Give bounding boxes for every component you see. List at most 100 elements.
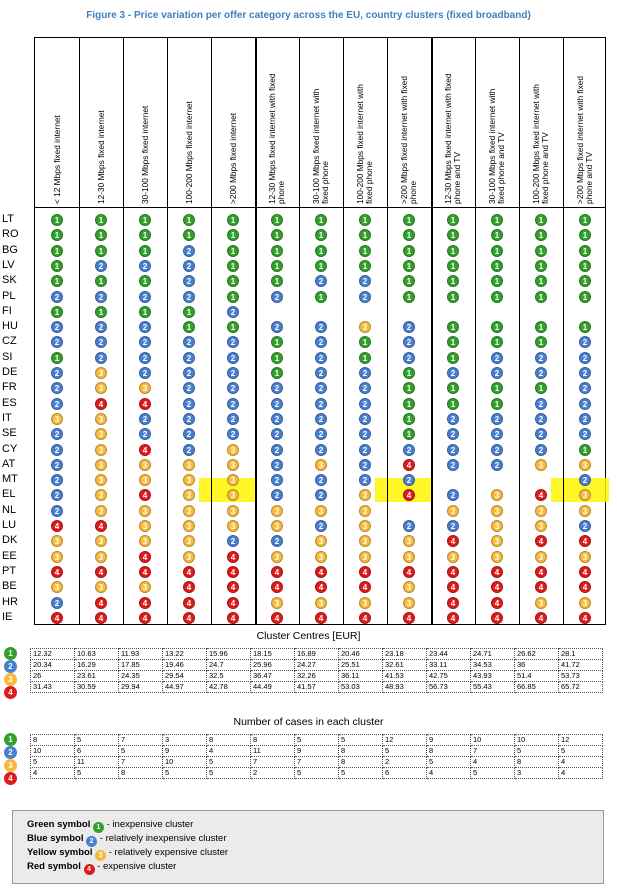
legend-symbol-label: Yellow symbol: [27, 847, 96, 858]
column-header-text: >200 Mbps fixed internet: [227, 112, 238, 204]
cluster-dot: 1: [227, 290, 239, 303]
column-header: >200 Mbps fixed internet: [211, 38, 255, 206]
cluster-dot: 3: [535, 504, 547, 517]
column-header-text: phone and TV: [584, 152, 594, 204]
table-cell: 5: [206, 767, 251, 779]
cluster-dot: 3: [359, 520, 371, 532]
cluster-dot: 2: [403, 443, 415, 456]
cluster-dot: 2: [95, 259, 107, 272]
cluster-dot: 2: [183, 336, 195, 349]
cluster-dot: 3: [183, 550, 195, 563]
cluster-dot: 1: [4, 733, 17, 746]
cluster-dot: 2: [579, 397, 591, 410]
cluster-dot: 2: [359, 443, 371, 456]
cluster-dot: 2: [139, 351, 151, 364]
cluster-dot: 4: [51, 565, 63, 578]
legend-dot: 4: [83, 864, 95, 875]
cluster-dot: 1: [403, 397, 415, 410]
table-cell: 28.1: [558, 648, 603, 660]
column-header: >200 Mbps fixed internet with fixed phone…: [563, 38, 607, 206]
figure-title: Figure 3 - Price variation per offer cat…: [86, 10, 531, 21]
table-cell: 8: [118, 767, 163, 779]
cluster-dot: 1: [403, 259, 415, 272]
cluster-dot: 1: [535, 382, 547, 395]
cluster-dot: 3: [227, 458, 239, 471]
cluster-dot: 1: [535, 259, 547, 272]
cluster-dot: 1: [403, 214, 415, 226]
column-header-label: >200 Mbps fixed internet with fixed phone: [399, 76, 418, 204]
cluster-dot: 4: [139, 565, 151, 578]
cluster-dot: 2: [447, 428, 459, 441]
cluster-dot: 2: [51, 489, 63, 502]
cluster-dot: 1: [491, 259, 503, 272]
table-row: 5 11 7 10 5 7 7 8 2 5 4 8 4: [30, 756, 603, 768]
cluster-dot: 2: [315, 443, 327, 456]
legend-text: - inexpensive cluster: [104, 819, 194, 830]
cluster-dot: 4: [579, 611, 591, 624]
legend-dot: 1: [93, 822, 104, 833]
cluster-dot: 2: [579, 351, 591, 364]
cluster-dot: 3: [51, 581, 63, 594]
cluster-dot: 2: [315, 382, 327, 395]
cluster-dot: 4: [403, 489, 415, 502]
country-label: IT: [2, 411, 12, 424]
cluster-dot: 3: [271, 550, 283, 563]
case-counts-heading: Number of cases in each cluster: [233, 716, 384, 728]
cluster-dot: 4: [51, 611, 63, 624]
cluster-dot: 2: [227, 305, 239, 318]
legend-text: - relatively expensive cluster: [106, 847, 229, 858]
table-cell: 65.72: [558, 681, 603, 693]
table-cell: 23.61: [74, 670, 119, 682]
table-cell: 19.46: [162, 659, 207, 671]
cluster-dot: 2: [579, 382, 591, 395]
cluster-dot: 2: [359, 474, 371, 487]
table-cell: 12: [382, 734, 427, 746]
cluster-dot: 1: [227, 244, 239, 257]
cluster-dot: 2: [359, 397, 371, 410]
country-label: NL: [2, 503, 17, 516]
column-header-text: fixed phone: [320, 161, 330, 204]
table-cell: 7: [250, 756, 295, 768]
cluster-dot: 1: [227, 259, 239, 272]
cluster-dot: 2: [183, 351, 195, 364]
column-header: >200 Mbps fixed internet with fixed phone: [387, 38, 431, 206]
cluster-dot: 2: [535, 397, 547, 410]
cluster-dot: 4: [315, 565, 327, 578]
table-cell: 48.93: [382, 681, 427, 693]
cluster-dot: 2: [579, 474, 591, 487]
table-cell: 5: [338, 767, 383, 779]
cluster-dot: 2: [535, 412, 547, 425]
table-row: 20.34 16.29 17.85 19.46 24.7 25.96 24.27 25.51 3…: [30, 659, 603, 671]
cluster-dot: 1: [447, 351, 459, 364]
cluster-dot: 4: [95, 596, 107, 609]
country-label: LU: [2, 519, 17, 531]
table-cell: 8: [206, 734, 251, 746]
table-cell: 4: [30, 767, 75, 779]
country-label: SI: [2, 350, 13, 363]
cluster-dot: 4: [139, 550, 151, 563]
cluster-dot: 4: [95, 565, 107, 578]
cluster-dot: 1: [315, 290, 327, 303]
country-label: HR: [2, 595, 18, 608]
table-cell: 5: [294, 734, 339, 746]
country-label: HU: [2, 320, 18, 333]
country-label: EE: [2, 549, 17, 562]
cluster-dot: 2: [51, 367, 63, 379]
cluster-dot: 1: [491, 321, 503, 334]
cluster-dot: 4: [139, 443, 151, 456]
cluster-dot: 2: [315, 412, 327, 425]
column-header-text: fixed phone and TV: [496, 132, 506, 204]
cluster-dot: 3: [359, 596, 371, 609]
cluster-dot: 2: [579, 520, 591, 532]
column-divider: [255, 38, 257, 624]
table-cell: 36.11: [338, 670, 383, 682]
cluster-dot: 2: [359, 367, 371, 379]
country-label: DK: [2, 534, 18, 547]
cluster-dot: 3: [139, 504, 151, 517]
table-cell: 5: [470, 767, 515, 779]
table-cell: 5: [30, 756, 75, 768]
table-cell: 5: [426, 756, 471, 768]
table-cell: 55.43: [470, 681, 515, 693]
cluster-dot: 1: [95, 244, 107, 257]
column-divider: [431, 38, 433, 624]
